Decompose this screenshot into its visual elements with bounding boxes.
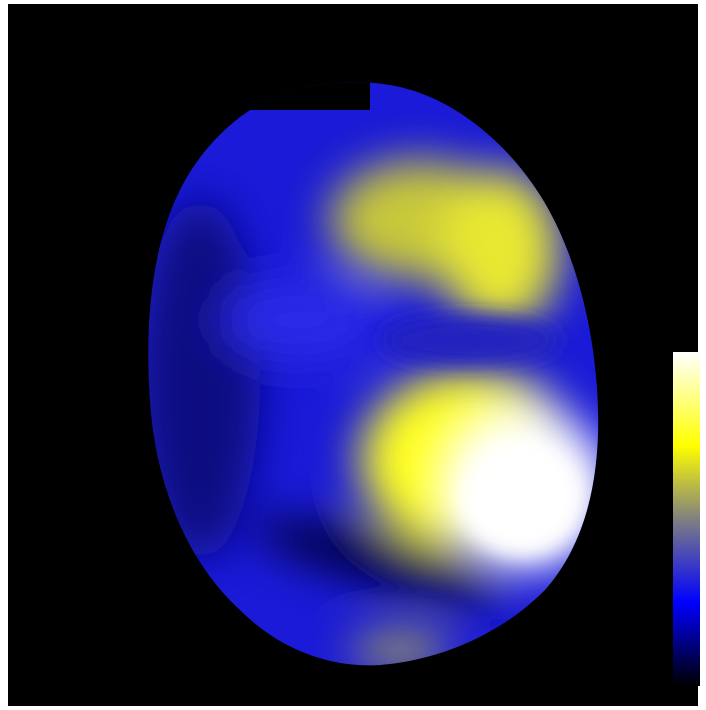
brain-map-image (0, 0, 706, 710)
colorbar (673, 352, 700, 686)
page (0, 0, 706, 710)
